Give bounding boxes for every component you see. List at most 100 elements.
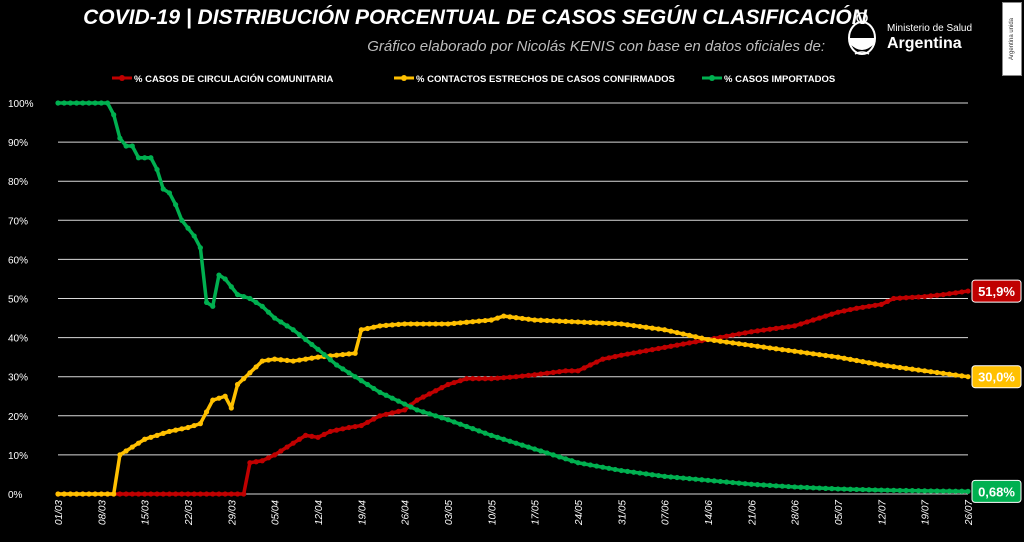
series-point xyxy=(544,317,550,324)
series-point xyxy=(426,321,433,327)
series-point xyxy=(439,321,445,327)
series-point xyxy=(290,327,296,333)
series-point xyxy=(915,367,922,373)
series-point xyxy=(624,351,631,357)
series-point xyxy=(631,322,637,329)
y-tick-label: 50% xyxy=(8,295,28,306)
series-point xyxy=(185,225,191,231)
series-point xyxy=(649,325,655,331)
end-label: 0,68% xyxy=(978,484,1015,499)
series-point xyxy=(272,315,278,321)
series-point xyxy=(699,477,705,483)
x-tick-label: 26/07 xyxy=(964,500,975,526)
series-point xyxy=(593,359,600,365)
series-point xyxy=(284,444,290,450)
series-point xyxy=(550,452,556,458)
series-point xyxy=(847,486,853,492)
series-point xyxy=(284,323,290,329)
series-point xyxy=(748,481,754,487)
series-point xyxy=(352,423,358,430)
series-point xyxy=(891,487,897,493)
series-point xyxy=(451,419,457,425)
y-tick-label: 0% xyxy=(8,490,23,501)
series-point xyxy=(668,343,674,349)
series-point xyxy=(92,491,98,497)
series-point xyxy=(234,491,241,497)
series-point xyxy=(142,436,148,442)
series-point xyxy=(203,299,210,306)
series-point xyxy=(717,334,723,340)
series-point xyxy=(179,491,185,497)
series-point xyxy=(358,422,364,429)
series-point xyxy=(686,332,693,338)
series-point xyxy=(173,491,179,497)
series-point xyxy=(315,434,321,440)
series-point xyxy=(309,341,315,348)
x-tick-label: 14/06 xyxy=(704,500,715,525)
series-point xyxy=(414,407,420,413)
series-point xyxy=(662,327,668,333)
series-point xyxy=(804,484,810,491)
end-label-box xyxy=(971,279,1022,303)
series-point xyxy=(903,487,909,494)
series-point xyxy=(117,135,123,141)
series-point xyxy=(866,303,872,309)
series-point xyxy=(284,357,290,364)
series-point xyxy=(532,317,538,323)
series-point xyxy=(779,324,785,331)
series-point xyxy=(649,472,655,478)
series-point xyxy=(872,487,878,493)
series-point xyxy=(216,272,222,278)
series-point xyxy=(166,190,173,196)
series-point xyxy=(680,331,686,337)
series-point xyxy=(600,464,606,470)
series-point xyxy=(717,338,723,344)
series-point xyxy=(538,448,544,454)
x-tick-label: 21/06 xyxy=(747,500,758,526)
series-point xyxy=(272,452,278,458)
series-point xyxy=(228,284,234,290)
y-tick-label: 80% xyxy=(8,177,28,188)
series-point xyxy=(742,481,748,487)
series-point xyxy=(507,438,513,444)
series-point xyxy=(451,320,457,326)
series-point xyxy=(476,376,482,382)
series-point xyxy=(259,458,265,464)
series-point xyxy=(445,321,451,327)
series-point xyxy=(414,321,420,327)
series-point xyxy=(593,463,600,469)
series-point xyxy=(265,357,272,363)
x-tick-label: 29/03 xyxy=(227,500,238,526)
series-point xyxy=(303,336,309,343)
chart-series xyxy=(55,100,971,497)
series-point xyxy=(482,376,488,382)
series-point xyxy=(278,357,284,363)
series-point xyxy=(216,491,222,497)
series-point xyxy=(922,293,928,300)
y-tick-label: 70% xyxy=(8,216,28,227)
series-point xyxy=(674,342,680,348)
series-point xyxy=(364,419,371,425)
series-point xyxy=(723,339,730,345)
series-point xyxy=(643,348,649,354)
series-line xyxy=(58,314,969,496)
series-point xyxy=(872,361,878,367)
series-point xyxy=(358,327,364,333)
series-point xyxy=(897,295,903,301)
series-point xyxy=(699,335,705,341)
series-point xyxy=(767,345,773,351)
series-point xyxy=(823,485,829,491)
series-point xyxy=(946,488,953,494)
series-point xyxy=(686,476,693,482)
series-point xyxy=(129,143,135,149)
series-point xyxy=(959,488,965,494)
series-point xyxy=(290,440,296,446)
series-point xyxy=(612,466,618,473)
series-point xyxy=(903,365,909,371)
series-point xyxy=(965,488,971,494)
series-point xyxy=(953,290,959,296)
series-point xyxy=(197,491,203,497)
series-point xyxy=(364,325,371,332)
series-point xyxy=(810,351,816,357)
